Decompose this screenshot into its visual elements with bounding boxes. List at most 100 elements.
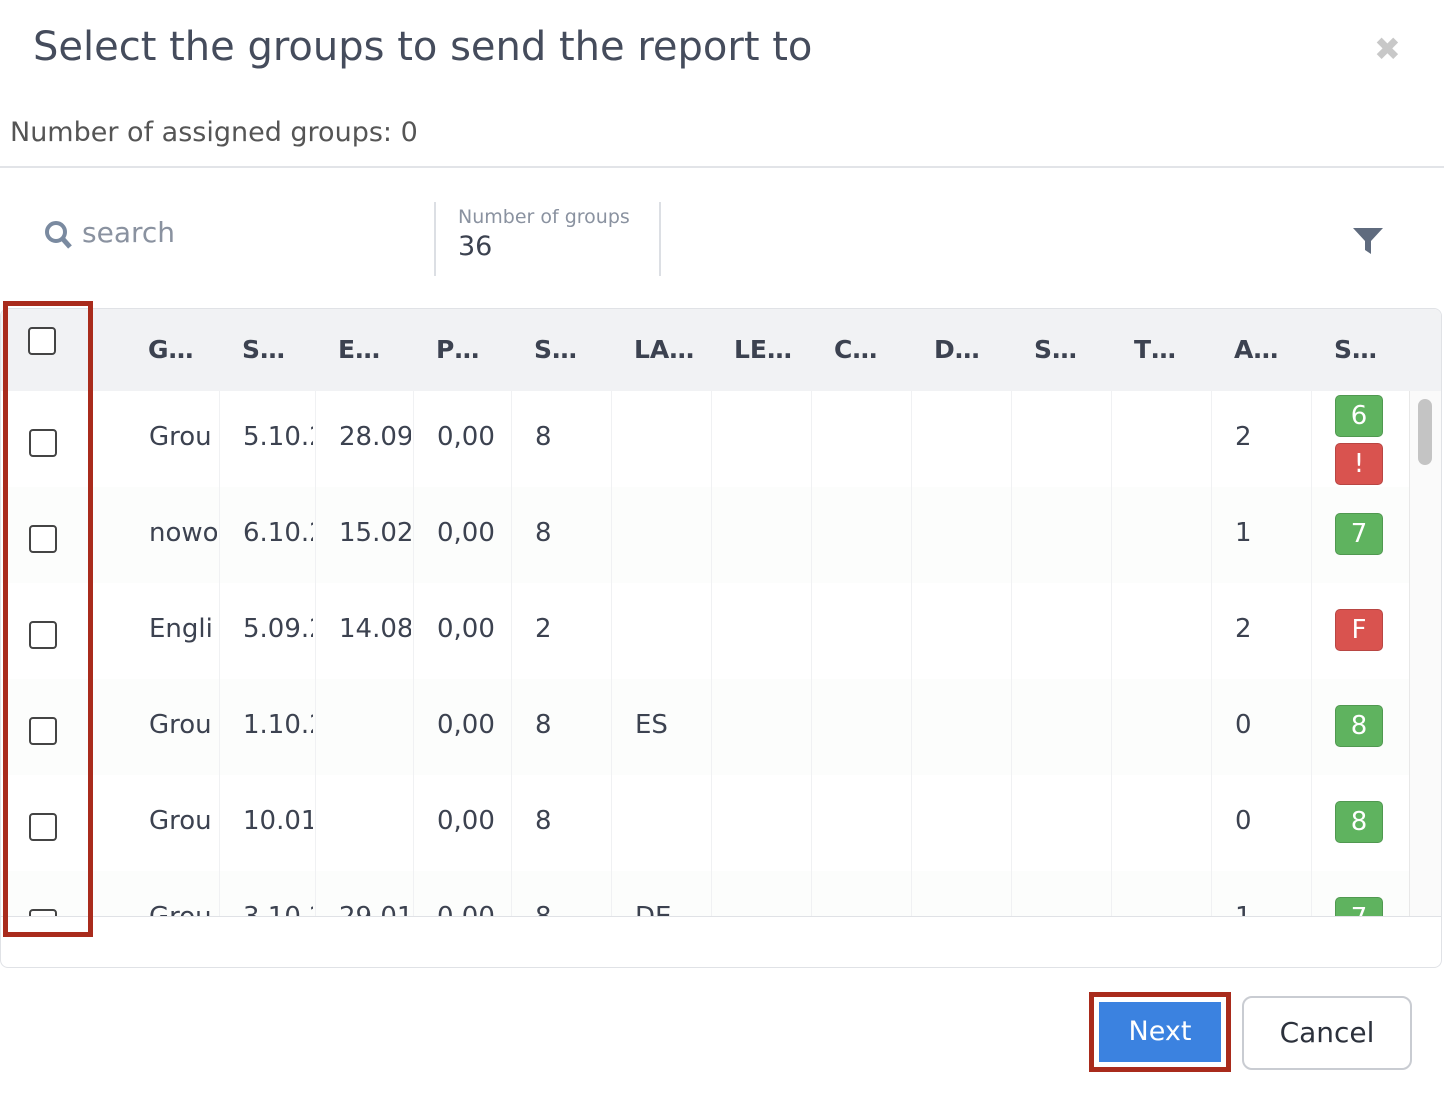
column-divider [911,583,912,679]
status-badge: 8 [1335,705,1383,747]
cell: nowo [149,518,217,548]
separator [659,202,661,276]
column-header[interactable]: S… [1034,335,1078,364]
column-divider [219,487,220,583]
scrollbar[interactable] [1409,391,1441,917]
close-button[interactable]: ✖ [1374,30,1401,68]
cell: 14.08. [339,614,411,644]
cell: 0,00 [437,422,495,452]
cell: DE [635,902,672,917]
column-divider [911,871,912,917]
column-header[interactable]: P… [436,335,480,364]
filter-button[interactable] [1352,226,1384,256]
column-divider [219,391,220,487]
cell: 0 [1235,710,1252,740]
table-row[interactable]: nowo 6.10.2 15.02. 0,00 8 1 7 [1,487,1409,584]
cell: 1 [1235,518,1252,548]
column-divider [219,583,220,679]
column-divider [1011,775,1012,871]
column-divider [611,487,612,583]
column-divider [1011,871,1012,917]
column-divider [511,391,512,487]
column-header[interactable]: T… [1134,335,1177,364]
search-input[interactable]: search [82,216,176,249]
column-divider [711,487,712,583]
column-header[interactable]: LE… [734,335,793,364]
column-divider [1111,775,1112,871]
table-row[interactable]: Grou 3.10.2 29.01 0,00 8 DE 1 7 [1,871,1409,917]
column-header[interactable]: A… [1234,335,1279,364]
cell: 1 [1235,902,1252,917]
cell: 8 [535,422,552,452]
stat-value: 36 [458,231,493,262]
column-divider [1211,775,1212,871]
column-divider [811,679,812,775]
column-header[interactable]: S… [1334,335,1378,364]
row-checkbox[interactable] [29,717,57,745]
cell: 29.01 [339,902,411,917]
row-checkbox[interactable] [29,813,57,841]
divider [0,166,1444,168]
column-header[interactable]: G… [148,335,194,364]
column-divider [1211,871,1212,917]
column-divider [711,871,712,917]
table-row[interactable]: Grou 5.10.2 28.09 0,00 8 2 6! [1,391,1409,488]
cell: 28.09 [339,422,411,452]
column-divider [315,775,316,871]
column-divider [413,391,414,487]
column-divider [511,775,512,871]
cell: Grou [149,710,212,740]
row-checkbox[interactable] [29,429,57,457]
column-divider [611,871,612,917]
column-header[interactable]: E… [338,335,381,364]
column-divider [811,775,812,871]
column-divider [511,583,512,679]
column-divider [811,487,812,583]
cell: Engli [149,614,213,644]
next-button[interactable]: Next [1099,1002,1221,1062]
column-divider [315,391,316,487]
divider [1,916,1441,917]
column-divider [1111,679,1112,775]
column-divider [511,871,512,917]
column-divider [511,487,512,583]
column-header[interactable]: LA… [634,335,695,364]
column-header[interactable]: D… [934,335,980,364]
column-header[interactable]: S… [242,335,286,364]
column-divider [911,487,912,583]
table-body: Grou 5.10.2 28.09 0,00 8 2 6! nowo 6.10.2 15.02. 0… [1,391,1409,917]
column-divider [1211,583,1212,679]
column-divider [711,679,712,775]
column-divider [1011,679,1012,775]
cell: 15.02. [339,518,411,548]
column-divider [1111,391,1112,487]
column-divider [315,871,316,917]
cell: 8 [535,806,552,836]
column-divider [1311,391,1312,487]
column-divider [315,583,316,679]
scroll-thumb[interactable] [1418,399,1432,465]
column-divider [413,583,414,679]
table-row[interactable]: Grou 1.10.20 0,00 8 ES 0 8 [1,679,1409,776]
highlight-box [3,301,93,937]
row-checkbox[interactable] [29,621,57,649]
table-row[interactable]: Grou 10.01.2 0,00 8 0 8 [1,775,1409,872]
highlight-box [1089,992,1231,1072]
row-checkbox[interactable] [29,909,57,917]
column-header[interactable]: C… [834,335,878,364]
column-divider [1211,679,1212,775]
select-all-checkbox[interactable] [28,327,56,355]
cell: 6.10.2 [243,518,313,548]
cancel-button[interactable]: Cancel [1242,996,1412,1070]
row-checkbox[interactable] [29,525,57,553]
column-divider [219,775,220,871]
column-header[interactable]: S… [534,335,578,364]
table-row[interactable]: Engli 5.09.2 14.08. 0,00 2 2 F [1,583,1409,680]
separator [434,202,436,276]
column-divider [1211,391,1212,487]
table-container: Grou 5.10.2 28.09 0,00 8 2 6! nowo 6.10.2 15.02. 0… [0,308,1442,968]
cell: 0,00 [437,806,495,836]
cell: Grou [149,806,212,836]
column-divider [413,679,414,775]
cell: 1.10.20 [243,710,313,740]
